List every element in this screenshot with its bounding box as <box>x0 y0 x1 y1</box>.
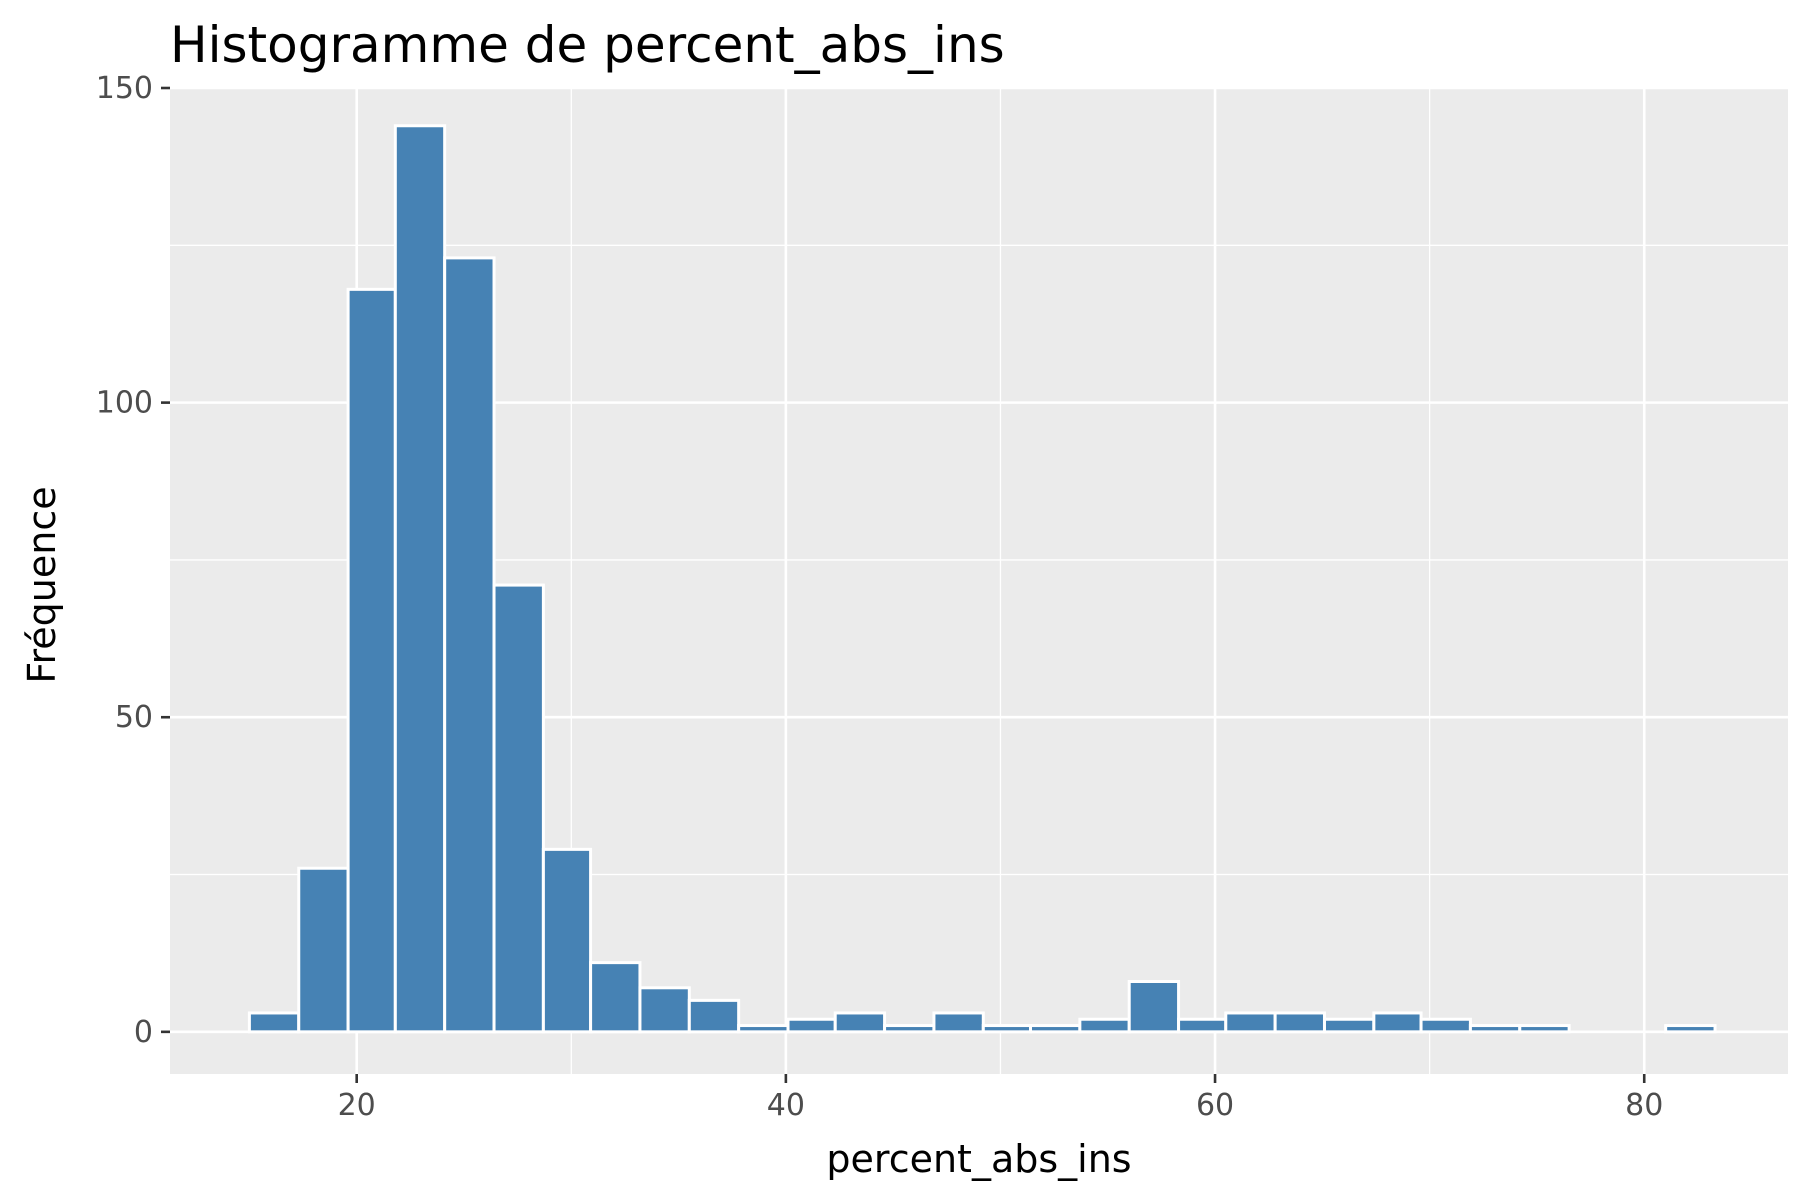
histogram-bar <box>833 1011 887 1034</box>
histogram-bar <box>1518 1024 1571 1034</box>
histogram-bar <box>737 1024 790 1034</box>
histogram-bar <box>687 998 741 1034</box>
x-tick-label: 60 <box>1196 1088 1234 1123</box>
histogram-bar <box>589 961 642 1034</box>
histogram-bar <box>1029 1024 1082 1034</box>
histogram-bar <box>1322 1017 1376 1034</box>
histogram-bar <box>638 986 691 1034</box>
y-axis: 0 50 100 150 <box>96 71 170 1050</box>
x-tick-label: 20 <box>338 1088 376 1123</box>
y-tick-label: 50 <box>115 700 153 735</box>
histogram-bar <box>247 1011 301 1034</box>
histogram-bar <box>1419 1017 1472 1034</box>
histogram-bar <box>981 1024 1033 1034</box>
x-axis: 20 40 60 80 <box>338 1074 1663 1123</box>
y-tick-label: 0 <box>134 1015 153 1050</box>
histogram-bar <box>1078 1017 1131 1034</box>
histogram-bar <box>492 583 545 1034</box>
histogram-bar <box>1372 1011 1423 1034</box>
y-axis-title: Fréquence <box>20 486 64 683</box>
histogram-bars <box>247 124 1717 1034</box>
y-tick-label: 150 <box>96 71 153 106</box>
histogram-bar <box>1177 1017 1228 1034</box>
histogram-bar <box>1224 1011 1277 1034</box>
histogram-bar <box>1127 980 1181 1034</box>
histogram-bar <box>297 866 350 1034</box>
histogram-bar <box>932 1011 985 1034</box>
histogram-bar <box>1468 1024 1522 1034</box>
x-tick-label: 80 <box>1625 1088 1663 1123</box>
histogram-bar <box>346 287 397 1034</box>
histogram-bar <box>786 1017 837 1034</box>
chart-title: Histogramme de percent_abs_ins <box>170 16 1005 74</box>
histogram-bar <box>1664 1024 1717 1034</box>
histogram-bar <box>443 256 496 1034</box>
y-tick-label: 100 <box>96 386 153 421</box>
x-axis-title: percent_abs_ins <box>826 1137 1131 1181</box>
histogram-bar <box>883 1024 936 1034</box>
histogram-bar <box>541 847 593 1034</box>
histogram-bar <box>393 124 447 1034</box>
x-tick-label: 40 <box>767 1088 805 1123</box>
histogram-bar <box>1273 1011 1326 1034</box>
